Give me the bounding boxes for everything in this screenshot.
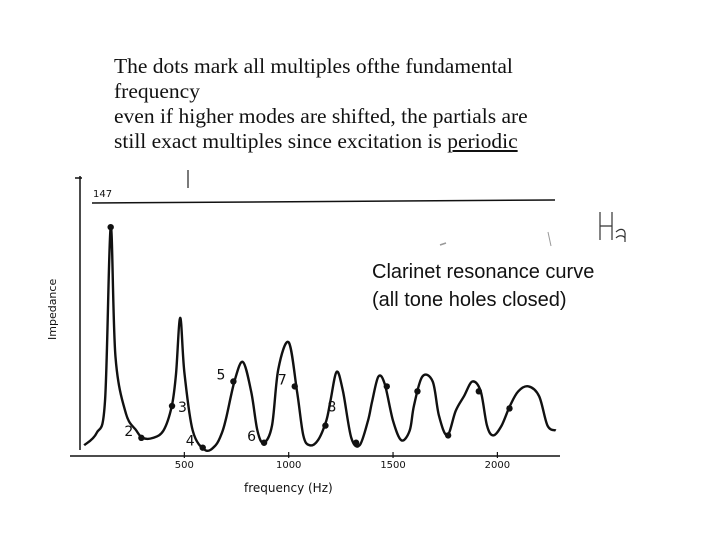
top-border xyxy=(91,199,556,204)
harmonic-dot xyxy=(444,432,452,439)
x-axis-label: frequency (Hz) xyxy=(244,481,333,495)
harmonic-label: 2 xyxy=(124,424,133,440)
harmonic-dot xyxy=(322,422,329,429)
harmonic-dot xyxy=(291,383,298,390)
x-tick-label: 1500 xyxy=(380,460,405,471)
x-tick-label: 500 xyxy=(175,460,194,471)
harmonic-dot xyxy=(138,434,145,442)
harmonic-dot xyxy=(199,444,206,451)
harmonic-dot xyxy=(506,405,513,412)
harmonic-dot xyxy=(260,439,268,446)
caption-text: The dots mark all multiples ofthe fundam… xyxy=(114,54,634,154)
caption-line-3: even if higher modes are shifted, the pa… xyxy=(114,104,528,128)
harmonic-dot xyxy=(383,383,390,390)
x-axis-ticks: 500 1000 1500 2000 xyxy=(175,452,510,471)
scan-mark xyxy=(439,242,447,246)
x-tick-label: 2000 xyxy=(485,460,510,471)
harmonic-label: 7 xyxy=(278,372,287,388)
caption-line-1: The dots mark all multiples ofthe fundam… xyxy=(114,54,513,78)
impedance-curve xyxy=(83,225,557,452)
harmonic-dot xyxy=(352,439,360,446)
harmonic-label: 4 xyxy=(186,434,195,450)
x-tick-label: 1000 xyxy=(276,460,301,471)
harmonic-label: 8 xyxy=(327,400,336,416)
harmonic-dot xyxy=(475,388,483,395)
harmonic-dot xyxy=(414,388,421,395)
harmonic-label: 6 xyxy=(247,429,256,445)
chart-subtitle: (all tone holes closed) xyxy=(372,289,567,311)
scan-mark xyxy=(599,212,626,242)
harmonic-dot xyxy=(107,223,114,231)
harmonic-label: 3 xyxy=(178,400,187,416)
caption-line-4-prefix: still exact multiples since excitation i… xyxy=(114,129,448,153)
chart-title-block: Clarinet resonance curve (all tone holes… xyxy=(372,258,692,314)
caption-line-4: still exact multiples since excitation i… xyxy=(114,129,634,154)
caption-periodic-word: periodic xyxy=(447,129,518,153)
harmonic-dot xyxy=(230,378,237,385)
caption-line-2: frequency xyxy=(114,79,200,103)
chart-title: Clarinet resonance curve xyxy=(372,261,595,283)
harmonic-dot xyxy=(168,402,176,410)
y-axis-label: Impedance xyxy=(46,279,59,340)
harmonic-markers: 2 3 4 5 6 7 8 xyxy=(107,223,513,451)
scan-mark xyxy=(547,231,552,247)
y-axis-tick-label: 147 xyxy=(93,189,112,200)
harmonic-label: 5 xyxy=(216,368,225,384)
